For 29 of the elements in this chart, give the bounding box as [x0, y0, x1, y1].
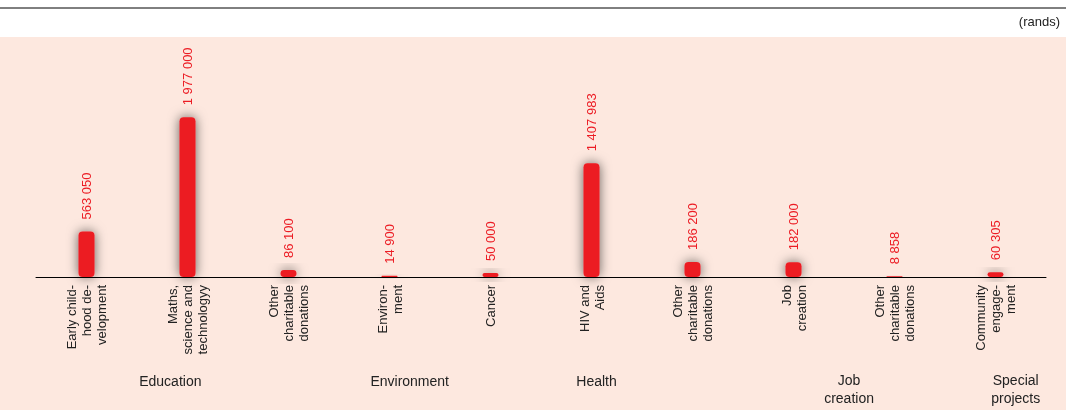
data-label: 86 100: [281, 218, 296, 259]
data-label: 8 858: [887, 231, 902, 265]
x-tick-label: HIV and Aids: [576, 284, 607, 332]
bar: [583, 163, 600, 277]
x-tick-label: Maths, science and technologyy: [165, 284, 210, 355]
data-label: 50 000: [483, 221, 498, 261]
x-tick-label: Environ- ment: [374, 284, 405, 334]
text: (rands): [1018, 14, 1061, 29]
data-label: 1 977 000: [180, 47, 195, 106]
data-label: 60 305: [988, 220, 1003, 261]
text: Health: [576, 373, 617, 389]
data-label: 563 050: [79, 172, 94, 220]
x-tick-label: Job creation: [778, 285, 809, 332]
data-label: 182 000: [786, 203, 801, 251]
x-tick-label: Other charitable donations: [266, 284, 311, 342]
text: Special projects: [991, 372, 1041, 406]
text: Education: [139, 373, 202, 389]
x-tick-label: Cancer: [483, 284, 498, 327]
data-label: 186 200: [685, 202, 700, 250]
bar: [179, 117, 196, 277]
x-tick-label: Other charitable donations: [872, 284, 917, 342]
data-label: 14 900: [382, 224, 397, 264]
x-tick-label: Early child- hood de- velopment: [64, 284, 109, 350]
text: Job creation: [824, 372, 874, 406]
bar: [78, 231, 95, 277]
x-tick-label: Other charitable donations: [670, 284, 715, 342]
data-label: 1 407 983: [584, 93, 599, 152]
text: Environment: [370, 373, 450, 389]
x-tick-label: Community engage- ment: [973, 284, 1018, 351]
